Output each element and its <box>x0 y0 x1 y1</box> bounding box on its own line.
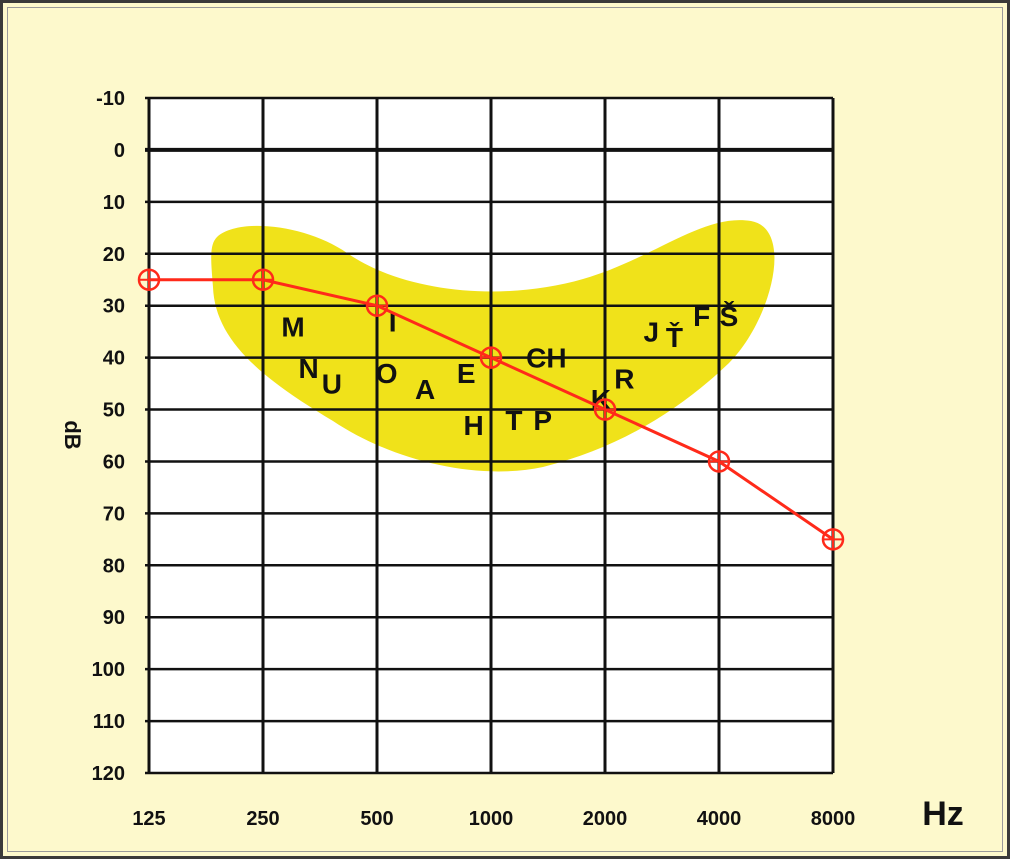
y-tick-label: 0 <box>114 140 125 162</box>
x-tick-label: 4000 <box>697 808 742 830</box>
y-tick-label: 80 <box>103 555 125 577</box>
data-point-marker <box>365 294 389 317</box>
y-tick-label: 60 <box>103 451 125 473</box>
x-tick-label: 2000 <box>583 808 628 830</box>
y-tick-label: 120 <box>92 763 125 785</box>
x-tick-label: 1000 <box>469 808 514 830</box>
phoneme-label: H <box>464 410 484 441</box>
audiogram-chart: -10 0 10 20 30 40 50 60 70 80 90 100 110 120 125 250 50… <box>60 88 964 833</box>
y-axis-label: dB <box>60 420 85 449</box>
y-tick-label: 110 <box>93 711 125 733</box>
data-point-marker <box>593 398 617 421</box>
phoneme-label: I <box>389 306 397 337</box>
y-tick-label: 40 <box>103 348 125 370</box>
x-tick-label: 8000 <box>811 808 856 830</box>
y-tick-label: 10 <box>103 192 125 214</box>
x-axis-tick-labels: 125 250 500 1000 2000 4000 8000 <box>132 808 855 830</box>
x-axis-label: Hz <box>922 795 964 833</box>
y-tick-label: -10 <box>96 88 125 110</box>
phoneme-label: A <box>415 374 435 405</box>
y-tick-label: 90 <box>103 607 125 629</box>
data-point-marker <box>251 268 275 291</box>
phoneme-label: Ť <box>666 322 683 353</box>
y-tick-label: 70 <box>103 503 125 525</box>
horizontal-gridlines <box>145 96 833 775</box>
hearing-threshold-series <box>137 268 845 551</box>
phoneme-label: O <box>376 358 398 389</box>
data-point-marker <box>707 450 731 473</box>
y-tick-label: 50 <box>103 400 125 422</box>
x-tick-label: 500 <box>360 808 393 830</box>
phoneme-label: N <box>299 353 319 384</box>
y-tick-label: 30 <box>103 296 125 318</box>
x-tick-label: 125 <box>132 808 165 830</box>
data-point-marker <box>821 528 845 551</box>
phoneme-label: M <box>281 311 304 342</box>
y-axis-tick-labels: -10 0 10 20 30 40 50 60 70 80 90 100 110 120 <box>92 88 125 785</box>
data-point-marker <box>137 268 161 291</box>
phoneme-label: P <box>533 405 552 436</box>
y-tick-label: 20 <box>103 244 125 266</box>
y-tick-label: 100 <box>92 659 125 681</box>
phoneme-label: R <box>614 363 634 394</box>
data-point-marker <box>479 346 503 369</box>
phoneme-label: CH <box>526 343 566 374</box>
phoneme-label: J <box>643 317 659 348</box>
phoneme-label: U <box>322 369 342 400</box>
x-tick-label: 250 <box>246 808 279 830</box>
phoneme-label: F <box>693 301 710 332</box>
phoneme-label: T <box>505 405 522 436</box>
phoneme-label: Š <box>720 300 739 332</box>
phoneme-label: E <box>457 358 476 389</box>
vertical-gridlines <box>147 98 835 773</box>
